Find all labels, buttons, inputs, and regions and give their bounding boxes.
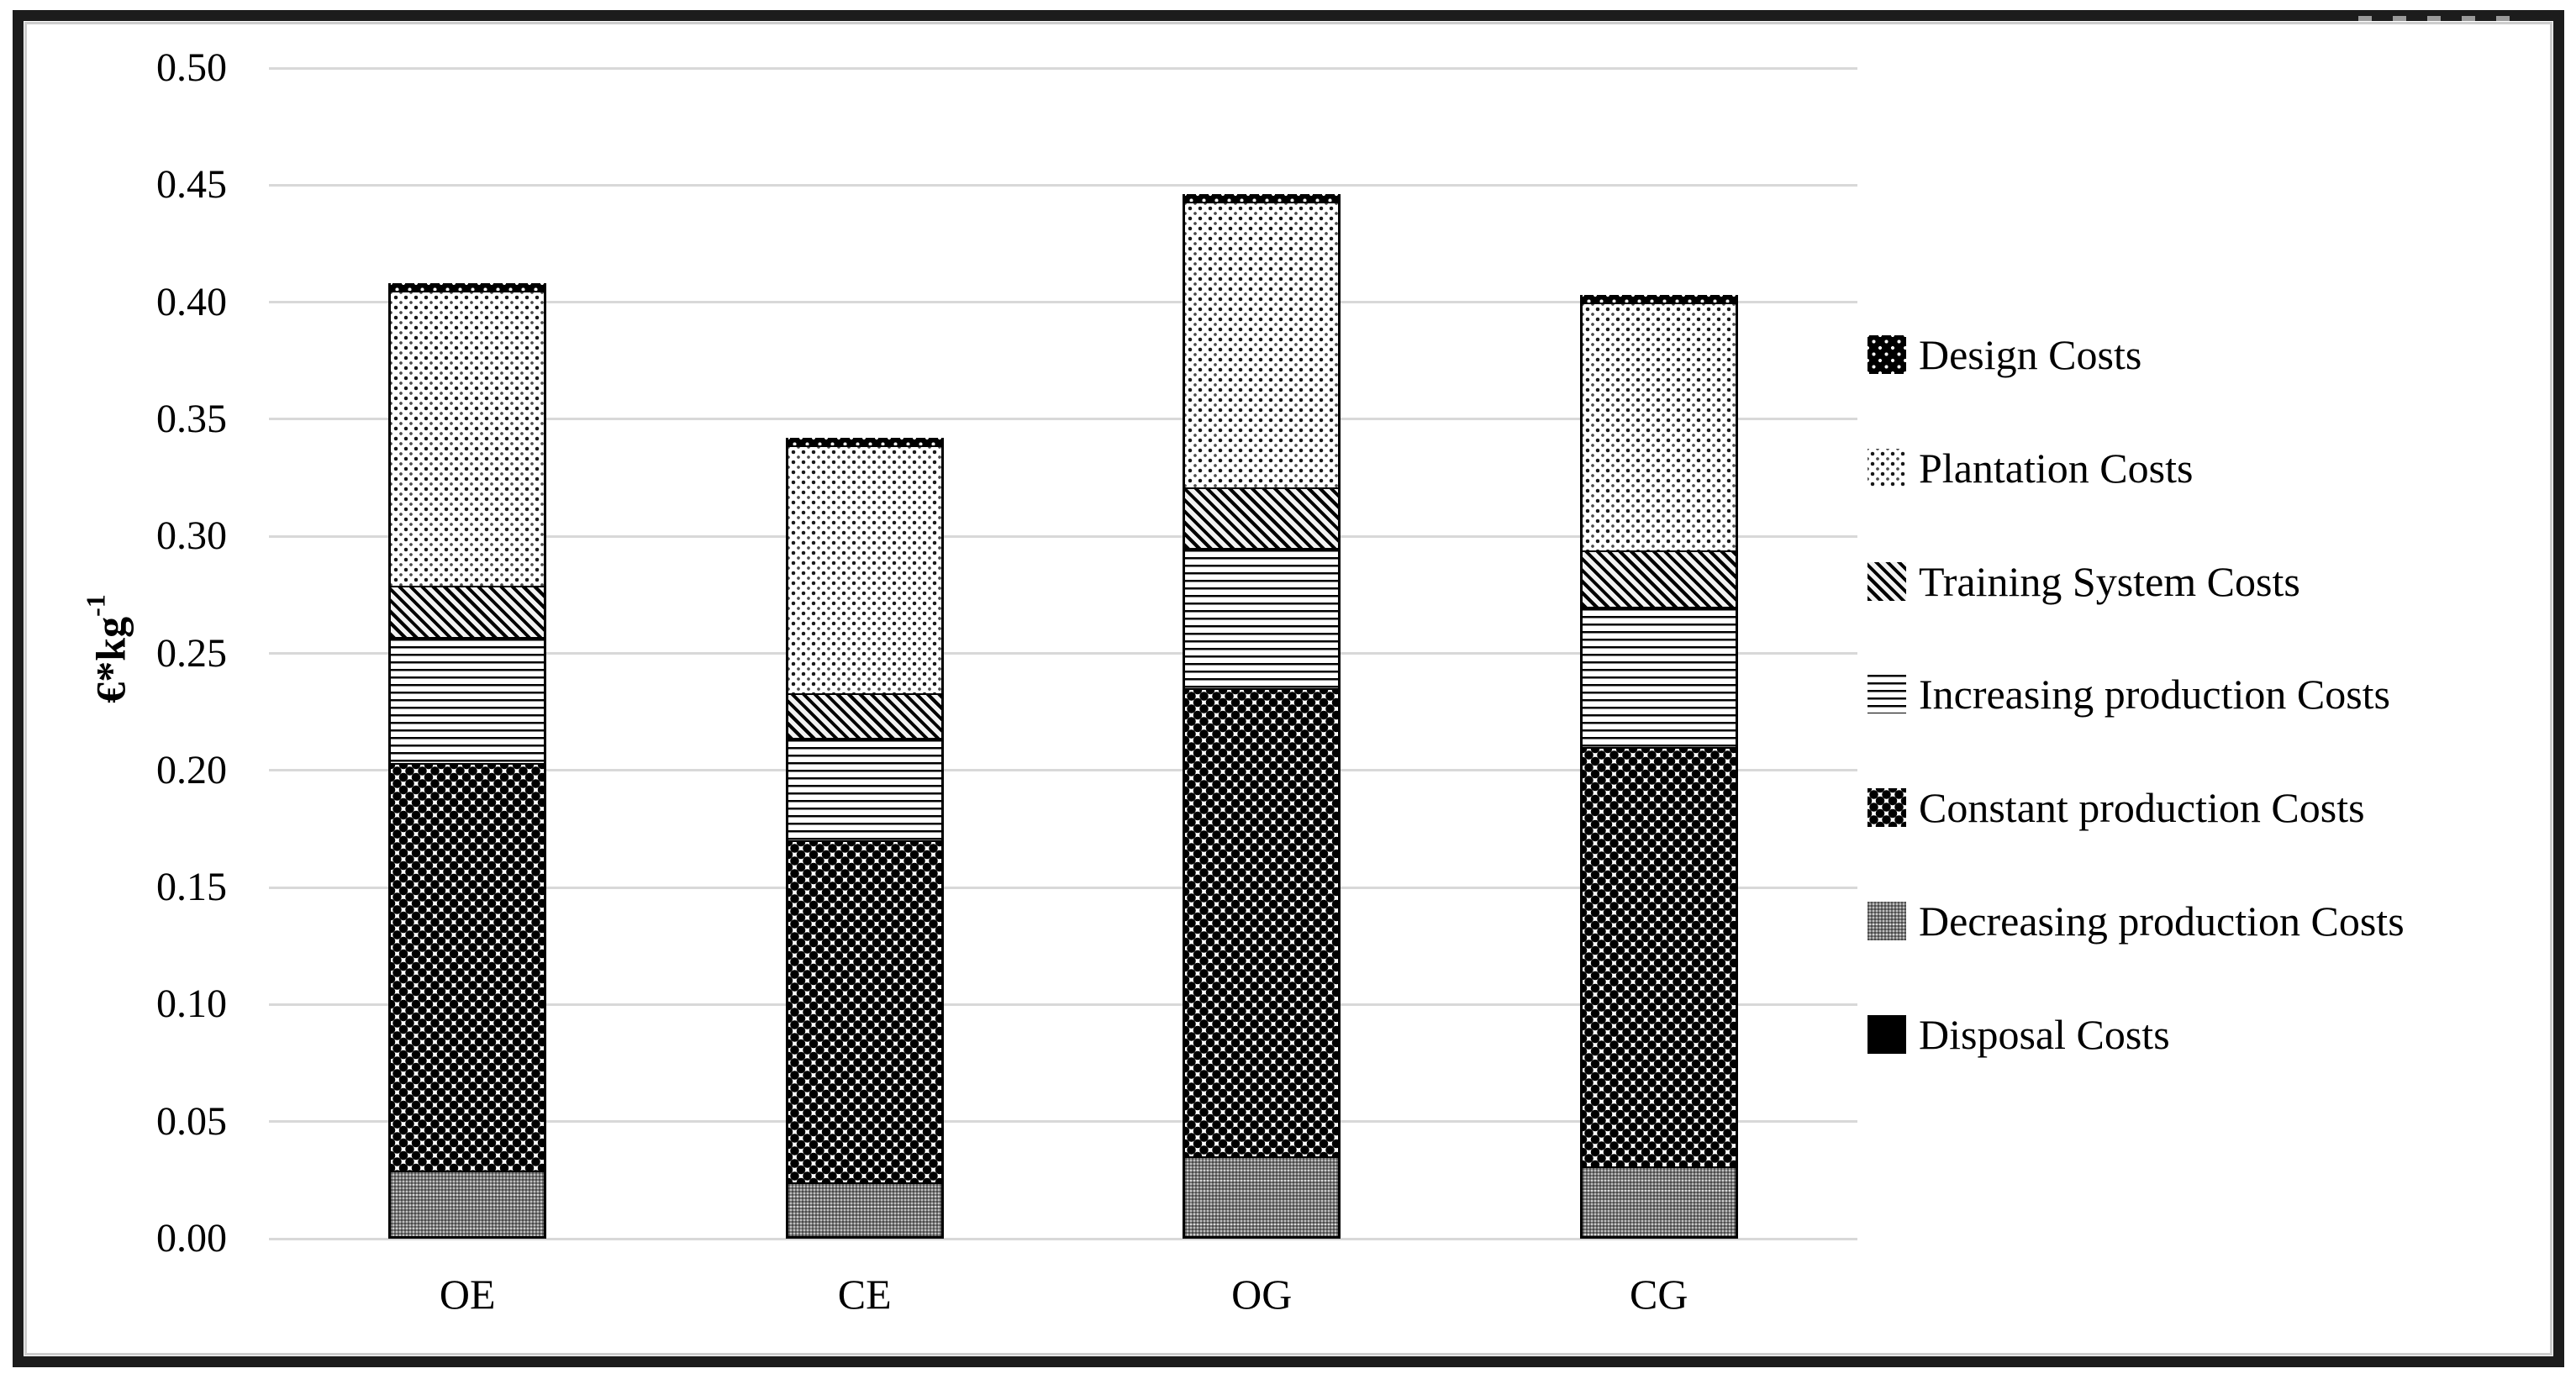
bar-segment xyxy=(391,290,545,586)
bar-segment xyxy=(1185,1156,1339,1237)
legend-item-label: Training System Costs xyxy=(1919,557,2300,605)
top-right-dashes xyxy=(2358,16,2523,21)
x-label-OG: OG xyxy=(1231,1271,1293,1318)
y-tick-label: 0.20 xyxy=(156,747,227,792)
bar-segment xyxy=(391,636,545,764)
legend-item: Training System Costs xyxy=(1867,559,2300,604)
bar-segment xyxy=(1582,550,1736,607)
grid-line xyxy=(269,1003,1857,1006)
grid-line xyxy=(269,183,1857,187)
x-label-CE: CE xyxy=(837,1271,892,1318)
grid-line xyxy=(269,652,1857,655)
y-tick-label: 0.45 xyxy=(156,162,227,208)
bar-CG xyxy=(1579,295,1738,1239)
grid-line xyxy=(269,66,1857,70)
black-dots-on-white-swatch-icon xyxy=(1867,448,1906,487)
dark-ball-weave-swatch-icon xyxy=(1867,788,1906,828)
y-axis-title: €*kg-1 xyxy=(81,594,135,703)
bar-OE xyxy=(388,283,547,1239)
bar-segment xyxy=(1582,746,1736,1166)
grid-line xyxy=(269,418,1857,421)
bar-OG xyxy=(1183,194,1341,1239)
y-tick-label: 0.25 xyxy=(156,630,227,676)
bar-segment xyxy=(1185,201,1339,487)
y-tick-label: 0.00 xyxy=(156,1216,227,1261)
legend-item: Plantation Costs xyxy=(1867,445,2193,491)
y-axis-title-base: €*kg xyxy=(87,616,134,703)
bar-segment xyxy=(788,438,941,445)
legend-item-label: Design Costs xyxy=(1919,331,2142,378)
bar-segment xyxy=(1582,302,1736,550)
bar-segment xyxy=(788,1182,941,1237)
y-axis-title-superscript: -1 xyxy=(80,594,111,617)
diagonal-hatch-swatch-icon xyxy=(1867,561,1906,601)
y-tick-label: 0.40 xyxy=(156,279,227,324)
solid-black-swatch-icon xyxy=(1867,1014,1906,1054)
legend-item-label: Disposal Costs xyxy=(1919,1010,2170,1058)
bar-segment xyxy=(1185,487,1339,549)
figure-outer-border xyxy=(13,10,2564,1367)
bar-segment xyxy=(391,1236,545,1239)
legend-item: Increasing production Costs xyxy=(1867,671,2390,717)
y-tick-label: 0.50 xyxy=(156,45,227,90)
grid-line xyxy=(269,534,1857,538)
bar-segment xyxy=(1582,606,1736,747)
legend-item-label: Increasing production Costs xyxy=(1919,671,2391,718)
bar-segment xyxy=(788,445,941,693)
white-dots-on-black-swatch-icon xyxy=(1867,335,1906,374)
grid-line xyxy=(269,769,1857,772)
y-tick-label: 0.35 xyxy=(156,396,227,441)
grid-line xyxy=(269,886,1857,889)
bar-segment xyxy=(1582,295,1736,303)
bar-segment xyxy=(1185,548,1339,689)
grid-line xyxy=(269,1237,1857,1240)
legend-item: Disposal Costs xyxy=(1867,1012,2170,1057)
bar-segment xyxy=(391,763,545,1171)
grid-line xyxy=(269,1120,1857,1124)
bar-segment xyxy=(1582,1236,1736,1239)
bar-segment xyxy=(788,840,941,1183)
bar-segment xyxy=(1185,688,1339,1157)
bar-segment xyxy=(391,1171,545,1237)
bar-segment xyxy=(1185,194,1339,202)
grid-line xyxy=(269,301,1857,304)
y-tick-label: 0.15 xyxy=(156,865,227,910)
bar-CE xyxy=(785,438,944,1239)
bar-segment xyxy=(1185,1236,1339,1239)
legend-item: Design Costs xyxy=(1867,332,2141,377)
bar-segment xyxy=(391,585,545,637)
x-label-CG: CG xyxy=(1630,1271,1688,1318)
bar-segment xyxy=(788,737,941,841)
x-label-OE: OE xyxy=(439,1271,496,1318)
legend-item-label: Plantation Costs xyxy=(1919,444,2194,492)
y-tick-label: 0.10 xyxy=(156,982,227,1027)
bar-segment xyxy=(788,1236,941,1239)
figure-inner-border xyxy=(24,22,2552,1355)
bar-segment xyxy=(391,283,545,291)
horizontal-lines-swatch-icon xyxy=(1867,675,1906,714)
legend-item: Decreasing production Costs xyxy=(1867,898,2405,944)
bar-segment xyxy=(788,692,941,738)
bar-segment xyxy=(1582,1166,1736,1237)
y-tick-label: 0.05 xyxy=(156,1098,227,1144)
gray-halftone-swatch-icon xyxy=(1867,902,1906,940)
legend-item-label: Constant production Costs xyxy=(1919,784,2365,832)
y-tick-label: 0.30 xyxy=(156,513,227,559)
legend-item-label: Decreasing production Costs xyxy=(1919,897,2405,945)
legend-item: Constant production Costs xyxy=(1867,785,2365,830)
